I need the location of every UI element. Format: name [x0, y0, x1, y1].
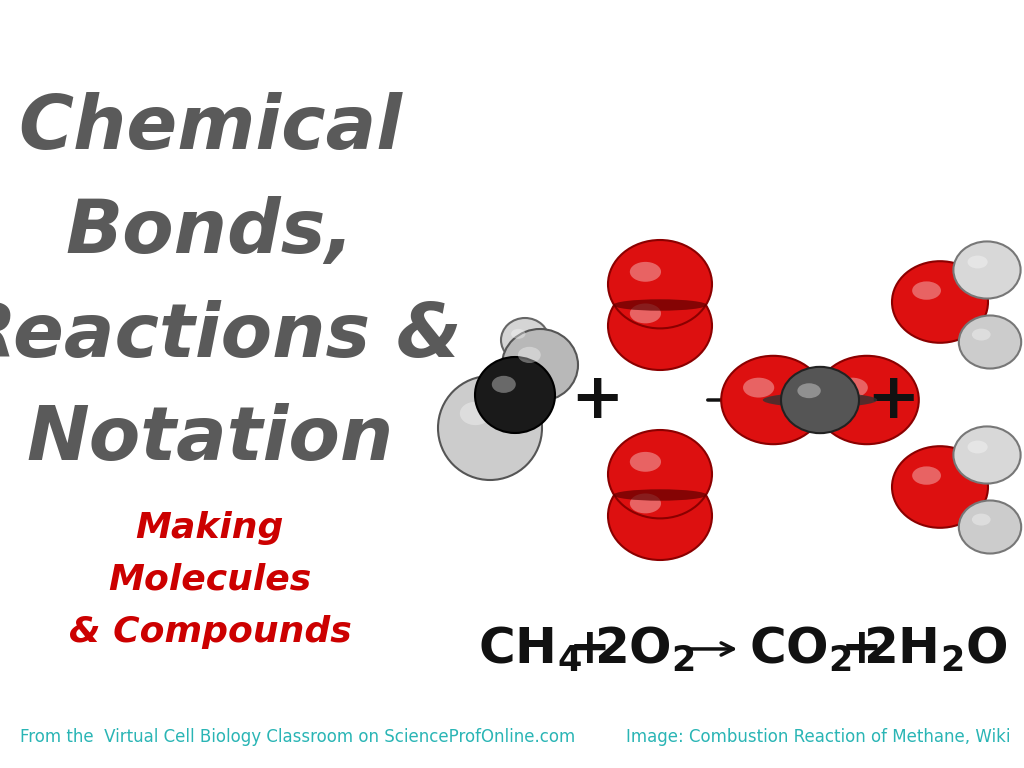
Ellipse shape — [958, 501, 1021, 554]
Ellipse shape — [492, 376, 516, 393]
Text: Chemical: Chemical — [17, 92, 401, 165]
Text: $\mathbf{CO_2}$: $\mathbf{CO_2}$ — [749, 624, 852, 674]
Text: $\mathbf{CH_4}$: $\mathbf{CH_4}$ — [478, 624, 582, 674]
Text: Reactions &: Reactions & — [0, 300, 461, 372]
Ellipse shape — [837, 378, 868, 398]
Text: From the  Virtual Cell Biology Classroom on ScienceProfOnline.com: From the Virtual Cell Biology Classroom … — [20, 729, 575, 746]
Text: $\mathbf{2O_2}$: $\mathbf{2O_2}$ — [595, 624, 695, 674]
Ellipse shape — [501, 318, 549, 362]
Ellipse shape — [968, 256, 988, 269]
Ellipse shape — [511, 329, 525, 339]
Ellipse shape — [630, 262, 662, 282]
Ellipse shape — [608, 282, 712, 370]
Ellipse shape — [460, 402, 492, 425]
Ellipse shape — [892, 261, 988, 343]
Text: & Compounds: & Compounds — [69, 615, 351, 649]
Ellipse shape — [781, 367, 859, 433]
Ellipse shape — [613, 489, 707, 501]
Text: Bonds,: Bonds, — [66, 196, 354, 269]
Ellipse shape — [502, 329, 578, 401]
Ellipse shape — [721, 356, 825, 444]
Ellipse shape — [798, 383, 821, 398]
Ellipse shape — [968, 441, 988, 453]
Ellipse shape — [815, 356, 919, 444]
Ellipse shape — [958, 316, 1021, 369]
Ellipse shape — [613, 300, 707, 311]
Text: $\mathbf{2H_2O}$: $\mathbf{2H_2O}$ — [862, 624, 1008, 674]
Ellipse shape — [630, 494, 662, 513]
Text: +: + — [841, 625, 883, 673]
Ellipse shape — [518, 347, 541, 363]
Ellipse shape — [630, 303, 662, 323]
Ellipse shape — [743, 378, 774, 398]
Text: Image: Combustion Reaction of Methane, Wiki: Image: Combustion Reaction of Methane, W… — [626, 729, 1010, 746]
Ellipse shape — [972, 329, 990, 340]
Ellipse shape — [912, 466, 941, 485]
Ellipse shape — [630, 452, 662, 472]
Ellipse shape — [953, 426, 1021, 484]
Text: Notation: Notation — [27, 403, 393, 476]
Text: +: + — [569, 625, 611, 673]
Text: Making: Making — [136, 511, 284, 545]
Ellipse shape — [953, 241, 1021, 299]
Ellipse shape — [892, 446, 988, 528]
Ellipse shape — [972, 514, 990, 525]
Ellipse shape — [438, 376, 542, 480]
Ellipse shape — [763, 392, 878, 407]
Ellipse shape — [912, 281, 941, 300]
Ellipse shape — [608, 472, 712, 560]
Ellipse shape — [608, 240, 712, 329]
Text: +: + — [866, 369, 920, 431]
Text: +: + — [570, 369, 624, 431]
Text: Molecules: Molecules — [109, 563, 311, 597]
Ellipse shape — [608, 430, 712, 518]
Ellipse shape — [475, 357, 555, 433]
